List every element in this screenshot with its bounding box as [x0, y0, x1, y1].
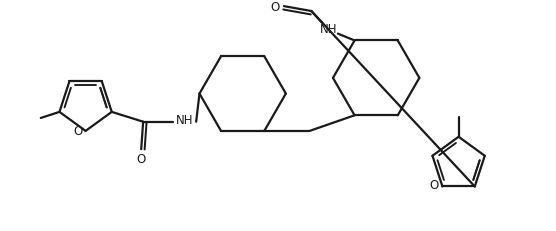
Text: NH: NH [320, 23, 338, 36]
Text: O: O [429, 178, 438, 191]
Text: O: O [137, 152, 146, 165]
Text: O: O [270, 1, 280, 14]
Text: NH: NH [176, 114, 193, 127]
Text: O: O [73, 125, 82, 138]
